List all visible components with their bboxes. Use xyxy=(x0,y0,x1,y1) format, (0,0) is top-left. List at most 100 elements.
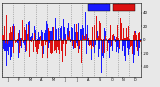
Bar xyxy=(90,40,91,45)
Bar xyxy=(5,40,6,43)
Bar xyxy=(124,38,125,40)
Bar xyxy=(59,40,60,54)
Bar xyxy=(57,40,58,47)
Bar xyxy=(6,15,7,40)
Bar xyxy=(17,40,18,43)
Bar xyxy=(140,39,141,40)
Bar xyxy=(44,15,45,40)
Bar xyxy=(126,39,127,40)
Bar xyxy=(113,4,135,11)
Bar xyxy=(48,40,49,48)
Bar xyxy=(57,40,58,46)
Bar xyxy=(107,40,108,43)
Bar xyxy=(134,31,135,40)
Bar xyxy=(104,28,105,40)
Bar xyxy=(8,40,9,41)
Bar xyxy=(65,40,66,56)
Bar xyxy=(44,7,45,40)
Bar xyxy=(20,40,21,46)
Bar xyxy=(64,27,65,40)
Bar xyxy=(131,29,132,40)
Bar xyxy=(87,25,88,40)
Bar xyxy=(136,35,137,40)
Bar xyxy=(112,35,113,40)
Bar xyxy=(120,18,121,40)
Bar xyxy=(104,40,105,53)
Bar xyxy=(73,40,74,49)
Bar xyxy=(127,37,128,40)
Bar xyxy=(65,34,66,40)
Bar xyxy=(10,40,11,60)
Bar xyxy=(69,35,70,40)
Bar xyxy=(12,26,13,40)
Bar xyxy=(77,32,78,40)
Bar xyxy=(125,38,126,40)
Bar xyxy=(89,40,90,43)
Bar xyxy=(97,32,98,40)
Bar xyxy=(105,31,106,40)
Bar xyxy=(76,35,77,40)
Bar xyxy=(27,33,28,40)
Bar xyxy=(16,40,17,42)
Bar xyxy=(40,38,41,40)
Bar xyxy=(133,40,134,63)
Bar xyxy=(2,35,3,40)
Bar xyxy=(42,40,43,58)
Bar xyxy=(55,40,56,50)
Bar xyxy=(38,40,39,49)
Bar xyxy=(83,39,84,40)
Bar xyxy=(71,27,72,40)
Bar xyxy=(21,38,22,40)
Bar xyxy=(77,40,78,46)
Bar xyxy=(133,35,134,40)
Bar xyxy=(70,39,71,40)
Bar xyxy=(20,38,21,40)
Bar xyxy=(132,40,133,53)
Bar xyxy=(88,4,110,11)
Bar xyxy=(88,40,89,45)
Bar xyxy=(58,28,59,40)
Bar xyxy=(115,39,116,40)
Bar xyxy=(66,40,67,41)
Bar xyxy=(52,40,53,58)
Bar xyxy=(85,39,86,40)
Bar xyxy=(80,29,81,40)
Bar xyxy=(106,39,107,40)
Bar xyxy=(86,40,87,54)
Bar xyxy=(86,34,87,40)
Bar xyxy=(2,39,3,40)
Bar xyxy=(14,34,15,40)
Bar xyxy=(34,33,35,40)
Bar xyxy=(92,36,93,40)
Bar xyxy=(94,40,95,53)
Bar xyxy=(36,40,37,52)
Bar xyxy=(3,40,4,49)
Bar xyxy=(63,19,64,40)
Bar xyxy=(83,28,84,40)
Bar xyxy=(94,25,95,40)
Bar xyxy=(4,40,5,51)
Bar xyxy=(49,40,50,43)
Bar xyxy=(62,40,63,42)
Bar xyxy=(92,30,93,40)
Bar xyxy=(81,40,82,63)
Bar xyxy=(18,40,19,58)
Bar xyxy=(14,26,15,40)
Bar xyxy=(118,40,119,54)
Bar xyxy=(25,30,26,40)
Bar xyxy=(111,40,112,46)
Bar xyxy=(101,39,102,40)
Bar xyxy=(113,34,114,40)
Bar xyxy=(98,36,99,40)
Bar xyxy=(23,40,24,43)
Bar xyxy=(108,39,109,40)
Bar xyxy=(97,18,98,40)
Bar xyxy=(91,40,92,60)
Bar xyxy=(102,40,103,56)
Bar xyxy=(119,40,120,49)
Bar xyxy=(72,40,73,46)
Bar xyxy=(19,40,20,53)
Bar xyxy=(75,40,76,48)
Bar xyxy=(26,40,27,51)
Bar xyxy=(52,40,53,42)
